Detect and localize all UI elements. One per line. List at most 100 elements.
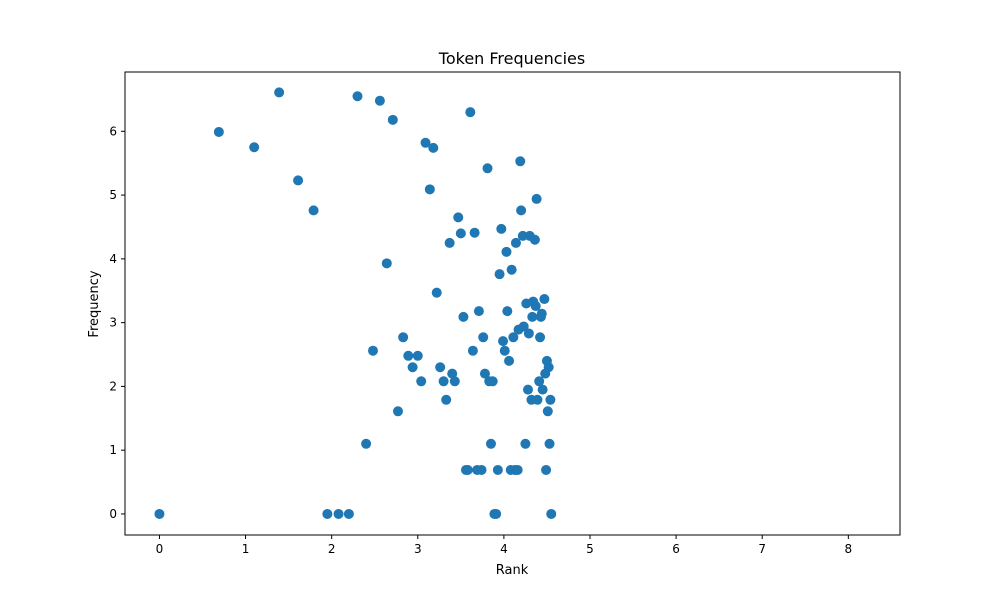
x-axis-ticks: 0 1 2 3 4 5 6 7 8 [156, 535, 853, 556]
data-point [412, 350, 423, 361]
data-point [374, 95, 385, 106]
data-points [154, 87, 557, 519]
x-tick-label: 1 [242, 542, 250, 556]
data-point [530, 301, 541, 312]
data-point [543, 362, 554, 373]
data-point [534, 376, 545, 387]
data-point [465, 107, 476, 118]
x-axis-label: Rank [496, 563, 529, 578]
data-point [515, 156, 526, 167]
data-point [537, 384, 548, 395]
data-point [154, 508, 165, 519]
y-axis-label: Frequency [87, 270, 102, 337]
chart-title: Token Frequencies [438, 49, 585, 68]
data-point [529, 234, 540, 245]
data-point [482, 163, 493, 174]
data-point [361, 438, 372, 449]
data-point [545, 394, 556, 405]
data-point [249, 142, 260, 153]
data-point [492, 464, 503, 475]
data-point [308, 205, 319, 216]
data-point [403, 350, 414, 361]
data-point [539, 294, 550, 305]
data-point [516, 205, 527, 216]
data-point [501, 246, 512, 257]
data-point [368, 345, 378, 356]
data-point [462, 464, 473, 475]
data-point [424, 184, 435, 195]
data-point [469, 227, 480, 238]
y-tick-label: 6 [109, 124, 117, 138]
data-point [428, 142, 439, 153]
data-point [541, 464, 552, 475]
data-point [343, 508, 354, 519]
data-point [458, 311, 469, 322]
y-tick-label: 1 [109, 443, 117, 457]
x-tick-label: 4 [500, 542, 508, 556]
data-point [455, 228, 466, 239]
x-tick-label: 6 [672, 542, 680, 556]
data-point [420, 137, 431, 148]
x-tick-label: 7 [758, 542, 766, 556]
data-point [467, 345, 478, 356]
data-point [392, 406, 403, 417]
data-point [453, 212, 464, 223]
y-axis-ticks: 0 1 2 3 4 5 6 [109, 124, 125, 521]
data-point [407, 362, 418, 373]
data-point [546, 508, 557, 519]
data-point [523, 384, 533, 395]
data-point [476, 464, 487, 475]
data-point [213, 126, 224, 137]
data-point [322, 508, 333, 519]
data-point [274, 87, 285, 98]
data-point [506, 264, 517, 275]
data-point [532, 394, 543, 405]
data-point [293, 175, 304, 186]
data-point [381, 258, 392, 269]
data-point [438, 376, 449, 387]
data-point [531, 193, 542, 204]
data-point [510, 237, 521, 248]
data-point [512, 464, 523, 475]
data-point [431, 287, 442, 298]
data-point [478, 332, 489, 343]
data-point [416, 376, 427, 387]
y-tick-label: 2 [109, 379, 117, 393]
data-point [496, 223, 507, 234]
x-tick-label: 0 [156, 542, 164, 556]
data-point [535, 332, 546, 343]
x-tick-label: 8 [845, 542, 853, 556]
data-point [449, 376, 460, 387]
y-tick-label: 0 [109, 507, 117, 521]
data-point [333, 508, 344, 519]
data-point [479, 368, 490, 379]
data-point [352, 91, 363, 102]
data-point [517, 230, 528, 241]
x-tick-label: 2 [328, 542, 336, 556]
data-point [518, 321, 529, 332]
data-point [520, 438, 531, 449]
y-tick-label: 5 [109, 188, 117, 202]
data-point [508, 332, 519, 343]
plot-area-frame [124, 71, 901, 536]
data-point [523, 328, 534, 339]
data-point [441, 394, 452, 405]
data-point [536, 308, 547, 319]
data-point [498, 336, 509, 347]
data-point [491, 508, 502, 519]
data-point [398, 332, 409, 343]
data-point [485, 438, 496, 449]
data-point [444, 237, 455, 248]
data-point [502, 306, 513, 317]
x-tick-label: 3 [414, 542, 422, 556]
data-point [527, 311, 538, 322]
data-point [447, 368, 458, 379]
data-point [473, 306, 484, 317]
data-point [487, 376, 498, 387]
data-point [435, 362, 446, 373]
y-tick-label: 4 [109, 252, 117, 266]
x-tick-label: 5 [586, 542, 594, 556]
data-point [542, 406, 553, 417]
